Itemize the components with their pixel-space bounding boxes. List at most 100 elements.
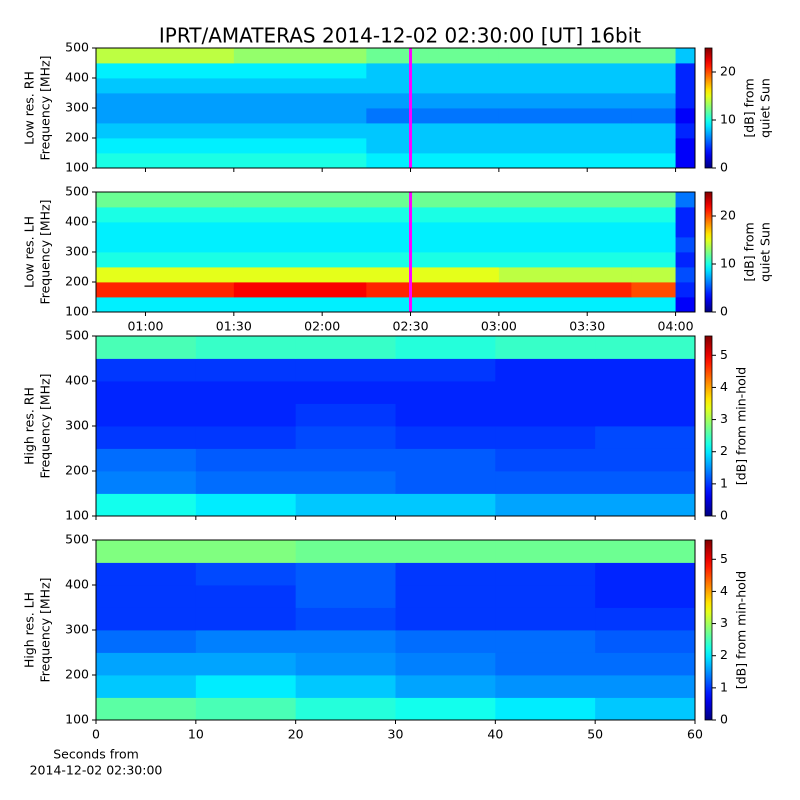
heatmap-cell	[295, 675, 396, 698]
colorbar-label: [dB] from	[742, 222, 757, 281]
heatmap-cell	[495, 540, 596, 563]
heatmap-cell	[675, 123, 696, 139]
x-tick-label: 02:00	[304, 319, 340, 334]
heatmap-cell	[595, 697, 696, 721]
y-tick-label: 200	[65, 130, 89, 145]
heatmap-cell	[233, 207, 367, 223]
heatmap-cell	[295, 336, 396, 359]
heatmap-cell	[498, 207, 632, 223]
heatmap-cell	[96, 63, 235, 79]
heatmap-cell	[595, 358, 696, 382]
colorbar-tick-label: 2	[720, 443, 728, 458]
heatmap-cell	[675, 93, 696, 109]
heatmap-cell	[495, 652, 596, 676]
colorbar-tick-label: 1	[720, 679, 728, 694]
colorbar-label: quiet Sun	[758, 78, 773, 138]
heatmap-cell	[96, 93, 235, 109]
x-axis-label: 2014-12-02 02:30:00	[30, 763, 163, 778]
colorbar-tick-label: 0	[720, 304, 728, 319]
y-axis-label: Low res. LH	[22, 216, 37, 288]
heatmap-cell	[498, 78, 632, 94]
heatmap-cell	[395, 381, 496, 404]
colorbar-tick-label: 3	[720, 411, 728, 426]
y-tick-label: 300	[65, 100, 89, 115]
heatmap-cell	[195, 540, 297, 563]
heatmap-cell	[498, 237, 632, 253]
heatmap-cell	[195, 471, 297, 494]
colorbar-tick-label: 4	[720, 379, 728, 394]
heatmap-cell	[233, 252, 367, 268]
colorbar-tick-label: 10	[720, 112, 736, 127]
heatmap-cell	[675, 297, 696, 313]
heatmap-cell	[233, 63, 367, 79]
heatmap-cell	[96, 207, 235, 223]
heatmap-cell	[495, 562, 596, 586]
heatmap-cell	[675, 222, 696, 238]
heatmap-cell	[595, 448, 696, 472]
heatmap-cell	[96, 562, 197, 586]
heatmap-cell	[675, 267, 696, 283]
heatmap-cell	[295, 403, 396, 427]
x-tick-label: 01:30	[216, 319, 252, 334]
heatmap-cell	[366, 48, 500, 64]
heatmap-cell	[195, 403, 297, 427]
x-tick-label: 03:30	[569, 319, 605, 334]
colorbar	[704, 335, 713, 517]
heatmap-cell	[195, 607, 297, 631]
heatmap-cell	[498, 282, 632, 298]
heatmap-cell	[395, 540, 496, 563]
colorbar-tick-label: 20	[720, 64, 736, 79]
y-tick-label: 200	[65, 463, 89, 478]
y-tick-label: 400	[65, 577, 89, 592]
heatmap-cell	[366, 237, 500, 253]
x-tick-label: 10	[188, 727, 204, 742]
heatmap-cell	[233, 93, 367, 109]
colorbar-tick-label: 1	[720, 475, 728, 490]
heatmap-cell	[366, 63, 500, 79]
heatmap-cell	[233, 108, 367, 124]
x-tick-label: 20	[288, 727, 304, 742]
heatmap-cell	[366, 108, 500, 124]
heatmap-cell	[631, 153, 676, 169]
heatmap-cell	[366, 282, 500, 298]
heatmap-cell	[631, 123, 676, 139]
heatmap-cell	[96, 252, 235, 268]
y-axis-label: High res. LH	[22, 592, 37, 668]
heatmap-cell	[295, 540, 396, 563]
heatmap-cell	[233, 78, 367, 94]
y-tick-label: 400	[65, 373, 89, 388]
heatmap-cell	[498, 108, 632, 124]
heatmap-cell	[495, 403, 596, 427]
heatmap-cell	[366, 138, 500, 154]
heatmap-cell	[395, 697, 496, 721]
y-tick-label: 300	[65, 418, 89, 433]
heatmap-cell	[195, 358, 297, 382]
heatmap-cell	[595, 540, 696, 563]
heatmap-cell	[195, 336, 297, 359]
heatmap-cell	[96, 282, 235, 298]
heatmap-cell	[96, 222, 235, 238]
colorbar-tick-label: 0	[720, 712, 728, 727]
heatmap-cell	[96, 358, 197, 382]
heatmap-cell	[233, 297, 367, 313]
heatmap-cell	[595, 675, 696, 698]
heatmap-cell	[495, 607, 596, 631]
heatmap-cell	[498, 297, 632, 313]
heatmap-cell	[96, 675, 197, 698]
heatmap-cell	[631, 252, 676, 268]
y-tick-label: 500	[65, 184, 89, 199]
y-axis-label: High res. RH	[22, 387, 37, 465]
heatmap-cell	[675, 282, 696, 298]
heatmap-cell	[675, 252, 696, 268]
colorbar-tick-label: 3	[720, 615, 728, 630]
heatmap-cell	[96, 381, 197, 404]
colorbar-label: [dB] from	[742, 78, 757, 137]
heatmap-cell	[395, 562, 496, 586]
heatmap-cell	[631, 282, 676, 298]
heatmap-cell	[498, 192, 632, 208]
heatmap-cell	[631, 93, 676, 109]
heatmap-cell	[295, 607, 396, 631]
heatmap-cell	[366, 207, 500, 223]
heatmap-cell	[395, 471, 496, 494]
